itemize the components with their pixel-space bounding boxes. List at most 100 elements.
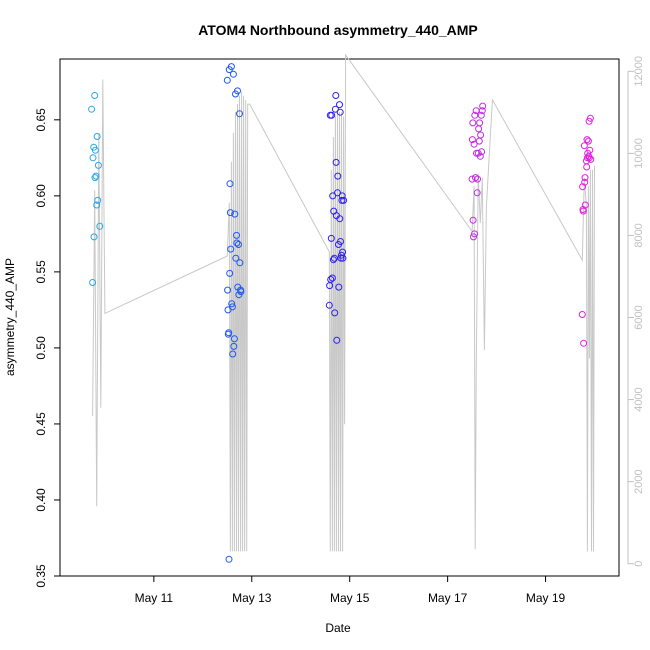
series-5 xyxy=(578,114,595,347)
data-point xyxy=(225,555,233,563)
data-point xyxy=(472,174,479,182)
data-point xyxy=(94,196,102,204)
secondary-line-layer xyxy=(92,53,595,552)
data-point xyxy=(91,92,99,99)
data-point xyxy=(226,269,234,277)
y2-tick-label: 4000 xyxy=(633,387,645,411)
y-tick-label: 0.40 xyxy=(34,488,48,512)
y-tick-label: 0.65 xyxy=(34,108,48,132)
data-point xyxy=(469,119,477,127)
data-point xyxy=(93,133,101,140)
y-axis-right: 0 2000 4000 6000 8000 10000 12000 xyxy=(627,56,645,567)
y2-tick-label: 0 xyxy=(633,561,645,567)
x-tick-label: May 15 xyxy=(330,591,370,605)
data-point xyxy=(234,87,241,95)
data-point xyxy=(581,178,589,186)
data-point xyxy=(227,245,235,253)
data-point xyxy=(331,309,339,317)
data-point xyxy=(92,172,100,180)
data-point xyxy=(93,201,101,209)
series-2 xyxy=(223,63,245,563)
data-point xyxy=(336,101,343,109)
y-tick-label: 0.45 xyxy=(34,412,48,436)
data-point xyxy=(587,155,595,163)
data-point xyxy=(477,111,485,119)
y-tick-label: 0.60 xyxy=(34,184,48,208)
data-point xyxy=(477,131,485,139)
x-tick-label: May 19 xyxy=(526,591,566,605)
data-point xyxy=(470,140,478,148)
y-tick-label: 0.35 xyxy=(34,564,48,588)
data-point xyxy=(235,241,242,248)
data-point xyxy=(236,110,243,118)
data-point xyxy=(468,136,476,144)
data-point xyxy=(334,172,342,180)
data-point xyxy=(336,108,344,116)
y2-tick-label: 12000 xyxy=(633,56,645,87)
data-point xyxy=(332,92,340,99)
data-point xyxy=(329,256,337,264)
secondary-line xyxy=(92,53,595,552)
plot-box xyxy=(59,58,620,577)
data-point xyxy=(225,329,233,337)
data-point xyxy=(581,174,589,182)
data-point xyxy=(334,189,341,197)
data-point xyxy=(229,70,237,78)
data-point xyxy=(94,161,102,169)
data-point xyxy=(327,276,335,283)
data-point xyxy=(332,158,340,166)
data-point xyxy=(471,230,478,238)
data-point xyxy=(475,125,483,133)
y2-tick-label: 6000 xyxy=(633,305,645,329)
data-point xyxy=(476,152,484,160)
data-point xyxy=(229,350,237,358)
data-point xyxy=(327,234,335,242)
y2-tick-label: 10000 xyxy=(633,138,645,169)
y-axis-left: 0.35 0.40 0.45 0.50 0.55 0.60 0.65 xyxy=(34,108,60,588)
data-point xyxy=(89,154,97,162)
data-point xyxy=(228,303,236,311)
x-axis: May 11 May 13 May 15 May 17 May 19 xyxy=(135,576,566,605)
data-point xyxy=(233,239,241,247)
data-point xyxy=(88,105,96,113)
data-point xyxy=(237,288,245,296)
data-point xyxy=(585,154,593,162)
data-point xyxy=(581,201,589,209)
x-axis-label: Date xyxy=(325,621,351,635)
data-point xyxy=(233,231,240,239)
data-point xyxy=(91,146,99,154)
x-tick-label: May 11 xyxy=(135,591,174,605)
data-point xyxy=(584,137,592,145)
data-point xyxy=(329,192,337,200)
data-point xyxy=(579,207,587,215)
x-tick-label: May 13 xyxy=(232,591,272,605)
data-point xyxy=(236,259,244,267)
series-1 xyxy=(88,92,104,286)
data-point xyxy=(580,142,588,150)
data-point xyxy=(328,274,336,282)
data-point xyxy=(583,154,591,162)
data-point xyxy=(475,137,483,145)
data-point xyxy=(333,336,341,344)
y-axis-label: asymmetry_440_AMP xyxy=(3,258,17,376)
data-point xyxy=(479,102,487,110)
data-point xyxy=(336,215,344,223)
data-point xyxy=(583,163,591,171)
data-point xyxy=(583,136,591,144)
series-3 xyxy=(325,92,348,344)
y2-tick-label: 2000 xyxy=(633,469,645,493)
data-point xyxy=(478,148,486,156)
data-point xyxy=(579,183,587,191)
data-point xyxy=(91,174,99,182)
data-point xyxy=(338,192,346,200)
data-point xyxy=(230,335,238,343)
series-4 xyxy=(468,102,487,241)
data-point xyxy=(337,238,344,245)
data-point xyxy=(228,300,236,308)
data-point xyxy=(90,233,98,241)
data-point xyxy=(325,301,333,309)
data-point xyxy=(224,286,232,294)
data-point xyxy=(578,311,586,318)
data-point xyxy=(226,209,234,217)
